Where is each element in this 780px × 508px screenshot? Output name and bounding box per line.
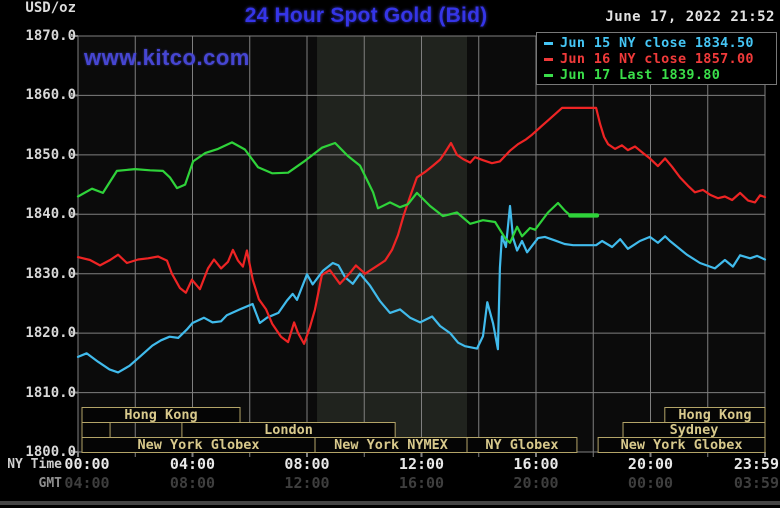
x-axis-label-gmt: 20:00 <box>513 474 559 492</box>
y-axis-label: 1830.0 <box>25 265 76 282</box>
legend-label-jun15: Jun 15 NY close 1834.50 <box>560 35 754 51</box>
y-axis-label: 1840.0 <box>25 206 76 223</box>
x-axis-label-ny: 23:59 <box>733 455 779 473</box>
session-label: Sydney <box>670 422 719 438</box>
x-axis-label-ny: 00:00 <box>64 455 110 473</box>
x-axis-label-gmt: 04:00 <box>64 474 110 492</box>
legend-item-jun17: Jun 17 Last 1839.80 <box>537 67 776 83</box>
x-axis-label-ny: 04:00 <box>169 455 216 473</box>
session-box <box>81 407 241 423</box>
session-label: New York Globex <box>138 437 260 453</box>
x-axis-label-gmt: 16:00 <box>398 474 445 492</box>
legend-label-jun17: Jun 17 Last 1839.80 <box>560 67 721 83</box>
kitco-watermark: www.kitco.com <box>84 45 250 70</box>
session-label: NY Globex <box>485 437 558 453</box>
price-line-green <box>76 141 599 244</box>
y-axis-label: 1870.0 <box>25 28 76 44</box>
session-label: New York Globex <box>621 437 743 453</box>
session-label: New York NYMEX <box>334 437 448 453</box>
legend-swatch-jun17-icon <box>544 73 553 77</box>
session-label: Hong Kong <box>124 407 197 423</box>
x-axis-label-ny: 20:00 <box>627 455 674 473</box>
y-axis-label: 1860.0 <box>25 87 76 104</box>
y-axis-label: 1850.0 <box>25 146 76 163</box>
gmt-axis-label: GMT <box>38 476 62 491</box>
session-label: Hong Kong <box>678 407 751 423</box>
y-axis-label: 1800.0 <box>25 444 76 460</box>
x-axis-label-gmt: 08:00 <box>169 474 216 492</box>
y-axis-label: 1810.0 <box>25 384 76 401</box>
bottom-border-strip <box>0 501 780 505</box>
legend-item-jun15: Jun 15 NY close 1834.50 <box>537 35 776 51</box>
y-axis-label: 1820.0 <box>25 325 76 342</box>
session-label: London <box>264 422 313 438</box>
x-axis-label-gmt: 00:00 <box>627 474 674 492</box>
nymex-session-shading <box>317 36 468 452</box>
legend-swatch-jun15-icon <box>544 41 553 45</box>
x-axis-label-gmt: 03:59 <box>733 474 779 492</box>
x-axis-label-ny: 16:00 <box>513 455 559 473</box>
price-line-cyan <box>76 204 767 374</box>
page-title: 24 Hour Spot Gold (Bid) <box>244 4 488 27</box>
datetime-label: June 17, 2022 21:52 <box>605 9 775 25</box>
legend-swatch-jun16-icon <box>544 57 553 61</box>
legend-item-jun16: Jun 16 NY close 1857.00 <box>537 51 776 67</box>
x-axis-label-ny: 08:00 <box>284 455 330 473</box>
legend-label-jun16: Jun 16 NY close 1857.00 <box>560 51 754 67</box>
x-axis-label-ny: 12:00 <box>398 455 445 473</box>
y-axis-unit-label: USD/oz <box>25 0 76 16</box>
ny-time-axis-label: NY Time <box>7 457 62 472</box>
session-box <box>466 437 578 453</box>
session-box <box>81 422 111 438</box>
legend: Jun 15 NY close 1834.50 Jun 16 NY close … <box>536 32 777 85</box>
price-line-red <box>76 106 767 345</box>
session-box <box>597 437 766 453</box>
x-axis-label-gmt: 12:00 <box>284 474 330 492</box>
